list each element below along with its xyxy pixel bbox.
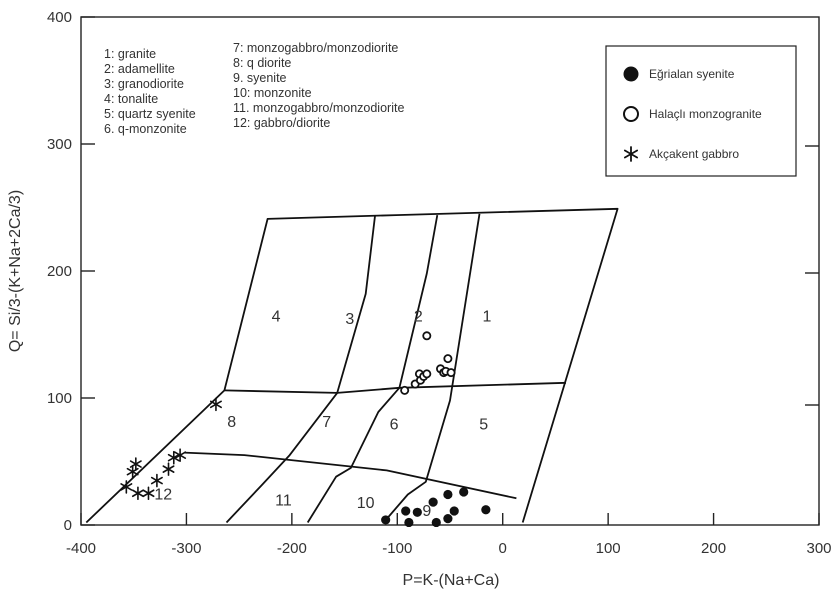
x-tick-label: 0 (499, 540, 507, 557)
point-egrialan-syenite (449, 506, 459, 516)
field-key-item: 2: adamellite (104, 62, 175, 76)
point-egrialan-syenite (404, 517, 414, 528)
field-label: 9 (422, 503, 431, 520)
point-akcakent-gabbro (150, 473, 163, 488)
point-egrialan-syenite (481, 505, 491, 515)
field-key-item: 7: monzogabbro/monzodiorite (233, 41, 398, 55)
x-tick-label: 100 (596, 540, 621, 557)
point-akcakent-gabbro (174, 448, 187, 462)
field-key-item: 6. q-monzonite (104, 122, 187, 136)
point-egrialan-syenite (381, 515, 391, 525)
point-egrialan-syenite (412, 507, 422, 517)
x-tick-label: 200 (701, 540, 726, 557)
point-akcakent-gabbro (142, 486, 155, 501)
point-halacli-monzogranite (422, 331, 432, 341)
legend-marker-open-circle (623, 106, 639, 122)
y-ticks: 0 100 200 300 400 (47, 9, 95, 534)
point-halacli-monzogranite (400, 385, 410, 395)
x-axis-label: P=K-(Na+Ca) (403, 572, 500, 589)
field-key-item: 12: gabbro/diorite (233, 116, 330, 130)
x-tick-label: -200 (277, 540, 307, 557)
field-key-item: 5: quartz syenite (104, 107, 196, 121)
legend-marker-asterisk (624, 146, 638, 162)
y-tick-label: 400 (47, 9, 72, 26)
x-ticks: -400 -300 -200 -100 0 100 200 300 (66, 513, 832, 557)
field-label: 7 (322, 414, 331, 431)
field-label: 6 (390, 416, 399, 433)
point-akcakent-gabbro (162, 462, 175, 476)
field-key: 1: granite 2: adamellite 3: granodiorite… (104, 41, 404, 136)
legend-label: Eğrialan syenite (649, 67, 735, 81)
legend-label: Halaçlı monzogranite (649, 107, 762, 121)
field-label: 3 (345, 311, 354, 328)
field-boundary-line (224, 381, 567, 394)
field-boundary-line (306, 214, 439, 523)
field-boundary-line (225, 214, 376, 524)
legend-label: Akçakent gabbro (649, 147, 739, 161)
y-tick-label: 200 (47, 263, 72, 280)
field-boundaries (85, 207, 619, 524)
field-key-item: 4: tonalite (104, 92, 158, 106)
y-axis-label: Q= Si/3-(K+Na+2Ca/3) (7, 190, 24, 352)
field-key-item: 11. monzogabbro/monzodiorite (233, 101, 404, 115)
legend-marker-filled-circle (623, 66, 639, 82)
field-boundary-line (184, 451, 517, 500)
x-tick-label: -100 (382, 540, 412, 557)
field-label: 12 (154, 486, 172, 503)
point-akcakent-gabbro (131, 486, 144, 501)
field-key-item: 1: granite (104, 47, 156, 61)
point-egrialan-syenite (401, 506, 411, 516)
point-egrialan-syenite (459, 487, 469, 497)
field-label: 11 (275, 493, 292, 510)
field-key-item: 10: monzonite (233, 86, 312, 100)
point-egrialan-syenite (443, 514, 453, 524)
point-akcakent-gabbro (126, 464, 139, 479)
y-tick-label: 0 (64, 517, 72, 534)
point-halacli-monzogranite (446, 368, 456, 378)
point-egrialan-syenite (431, 517, 441, 528)
field-key-item: 3: granodiorite (104, 77, 184, 91)
legend: Eğrialan syenite Halaçlı monzogranite Ak… (605, 45, 797, 177)
point-akcakent-gabbro (120, 480, 133, 494)
field-label: 1 (482, 308, 491, 325)
field-label: 4 (272, 308, 281, 325)
y-tick-label: 300 (47, 136, 72, 153)
point-akcakent-gabbro (167, 450, 180, 465)
point-halacli-monzogranite (422, 369, 432, 379)
field-boundary-line (85, 207, 619, 524)
field-key-item: 9. syenite (233, 71, 287, 85)
data-points (120, 331, 491, 528)
point-akcakent-gabbro (209, 397, 222, 412)
point-egrialan-syenite (443, 489, 453, 500)
field-boundary-line (382, 213, 481, 524)
x-tick-label: 300 (806, 540, 831, 557)
field-key-item: 8: q diorite (233, 56, 291, 70)
point-egrialan-syenite (428, 497, 438, 507)
x-tick-label: -300 (171, 540, 201, 557)
y-tick-label: 100 (47, 390, 72, 407)
field-label: 8 (227, 414, 236, 431)
field-label: 5 (479, 416, 488, 433)
point-halacli-monzogranite (443, 354, 453, 364)
x-tick-label: -400 (66, 540, 96, 557)
field-label: 10 (357, 495, 375, 512)
field-label: 2 (414, 308, 423, 325)
